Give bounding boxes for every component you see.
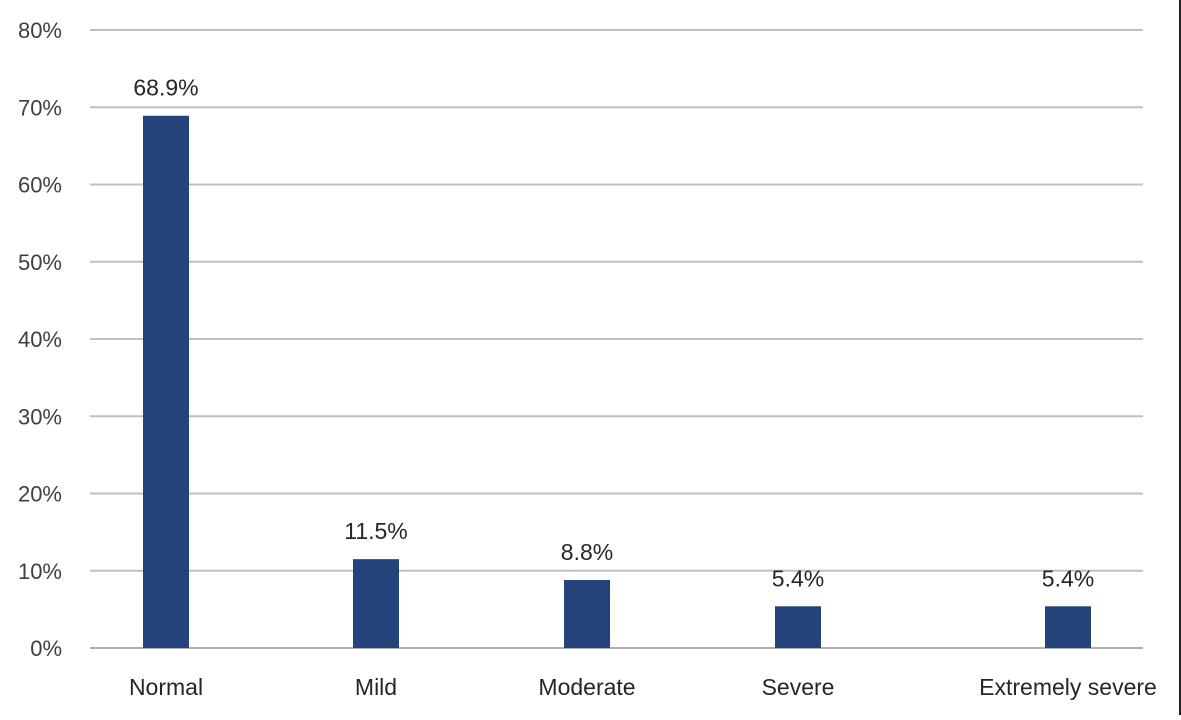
category-label: Moderate — [538, 674, 635, 700]
data-label: 8.8% — [561, 539, 613, 565]
y-tick-label: 80% — [18, 18, 62, 43]
data-label: 11.5% — [344, 518, 408, 544]
gridlines — [90, 29, 1143, 649]
x-axis-category-labels: Normal Mild Moderate Severe Extremely severe — [129, 674, 1157, 700]
y-tick-label: 10% — [18, 559, 62, 584]
y-tick-label: 20% — [18, 482, 62, 507]
bar-severe — [775, 606, 821, 648]
data-label: 68.9% — [133, 75, 198, 101]
y-tick-label: 30% — [18, 404, 62, 429]
data-labels: 68.9% 11.5% 8.8% 5.4% 5.4% — [133, 75, 1094, 592]
y-axis-tick-labels: 0% 10% 20% 30% 40% 50% 60% 70% 80% — [18, 18, 62, 661]
data-label: 5.4% — [1042, 565, 1094, 591]
category-label: Extremely severe — [979, 674, 1157, 700]
y-tick-label: 40% — [18, 327, 62, 352]
bar-normal — [143, 115, 189, 648]
category-label: Mild — [355, 674, 397, 700]
y-tick-label: 0% — [30, 636, 62, 661]
bar-extremely-severe — [1045, 606, 1091, 648]
bars — [143, 115, 1091, 648]
y-tick-label: 60% — [18, 173, 62, 198]
category-label: Normal — [129, 674, 203, 700]
data-label: 5.4% — [772, 565, 824, 591]
y-tick-label: 50% — [18, 250, 62, 275]
y-tick-label: 70% — [18, 95, 62, 120]
bar-mild — [353, 559, 399, 648]
category-label: Severe — [762, 674, 835, 700]
bar-moderate — [564, 580, 610, 648]
